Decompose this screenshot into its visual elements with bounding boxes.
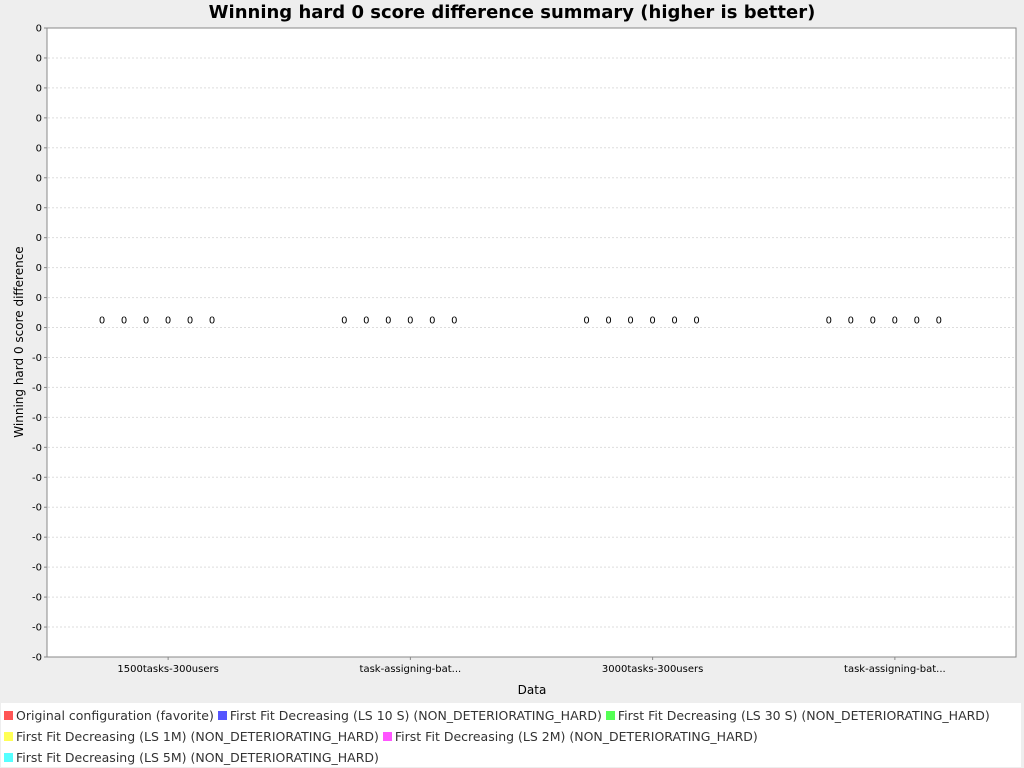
legend-item: First Fit Decreasing (LS 5M) (NON_DETERI… <box>4 747 379 768</box>
legend-item: Original configuration (favorite) <box>4 705 214 726</box>
bar-value-label: 0 <box>892 316 898 327</box>
bar-value-label: 0 <box>848 316 854 327</box>
bar-value-label: 0 <box>363 316 369 327</box>
bar-value-label: 0 <box>385 316 391 327</box>
bar-value-label: 0 <box>671 316 677 327</box>
legend-item: First Fit Decreasing (LS 30 S) (NON_DETE… <box>605 705 990 726</box>
bar-value-label: 0 <box>429 316 435 327</box>
legend-swatch <box>4 711 13 720</box>
bar-value-label: 0 <box>936 316 942 327</box>
bar-value-label: 0 <box>914 316 920 327</box>
bar-value-label: 0 <box>407 316 413 327</box>
y-tick-label: 0 <box>36 173 42 184</box>
x-tick-label: task-assigning-bat... <box>360 664 462 675</box>
plot-area <box>46 27 1017 658</box>
bar-value-label: 0 <box>341 316 347 327</box>
legend-swatch <box>382 732 392 741</box>
bar-value-label: 0 <box>605 316 611 327</box>
bar-value-label: 0 <box>870 316 876 327</box>
y-tick-label: -0 <box>32 563 42 574</box>
bar-value-label: 0 <box>583 316 589 327</box>
y-axis-ticks: 0 0 0 0 0 0 0 0 0 0 0 -0 -0 -0 -0 -0 -0 -0 -0 -0 -0 -0 <box>32 24 47 664</box>
y-axis-label: Winning hard 0 score difference <box>12 246 26 437</box>
y-tick-label: -0 <box>32 473 42 484</box>
y-tick-label: 0 <box>36 113 42 124</box>
y-tick-label: -0 <box>32 383 42 394</box>
grid-lines <box>48 57 1015 628</box>
y-tick-label: 0 <box>36 143 42 154</box>
y-tick-label: 0 <box>36 263 42 274</box>
y-tick-label: -0 <box>32 623 42 634</box>
x-tick-label: 3000tasks-300users <box>602 664 703 675</box>
y-tick-label: -0 <box>32 653 42 664</box>
x-axis-label: Data <box>518 683 547 697</box>
legend: Original configuration (favorite) First F… <box>1 703 1021 767</box>
bar-value-label: 0 <box>209 316 215 327</box>
bar-value-label: 0 <box>649 316 655 327</box>
bar-value-label: 0 <box>165 316 171 327</box>
y-tick-label: 0 <box>36 323 42 334</box>
legend-swatch <box>4 732 13 741</box>
y-tick-label: 0 <box>36 83 42 94</box>
legend-item: First Fit Decreasing (LS 10 S) (NON_DETE… <box>217 705 602 726</box>
legend-label: First Fit Decreasing (LS 30 S) (NON_DETE… <box>617 708 990 723</box>
bar-value-label: 0 <box>187 316 193 327</box>
legend-swatch <box>605 711 615 720</box>
bar-value-label: 0 <box>451 316 457 327</box>
y-tick-label: 0 <box>36 293 42 304</box>
y-tick-label: -0 <box>32 533 42 544</box>
y-tick-label: -0 <box>32 353 42 364</box>
y-tick-label: -0 <box>32 503 42 514</box>
y-tick-label: -0 <box>32 443 42 454</box>
legend-label: Original configuration (favorite) <box>16 708 214 723</box>
bar-value-label: 0 <box>143 316 149 327</box>
legend-label: First Fit Decreasing (LS 2M) (NON_DETERI… <box>394 729 758 744</box>
y-tick-label: -0 <box>32 413 42 424</box>
bar-value-label: 0 <box>99 316 105 327</box>
bar-value-label: 0 <box>627 316 633 327</box>
bar-value-label: 0 <box>826 316 832 327</box>
legend-label: First Fit Decreasing (LS 1M) (NON_DETERI… <box>16 729 379 744</box>
x-tick-label: 1500tasks-300users <box>117 664 218 675</box>
y-tick-label: 0 <box>36 233 42 244</box>
legend-label: First Fit Decreasing (LS 10 S) (NON_DETE… <box>229 708 602 723</box>
bar-chart: Winning hard 0 score difference summary … <box>12 2 1017 697</box>
bar-value-label: 0 <box>121 316 127 327</box>
y-tick-label: -0 <box>32 593 42 604</box>
y-tick-label: 0 <box>36 203 42 214</box>
y-tick-label: 0 <box>36 24 42 35</box>
legend-label: First Fit Decreasing (LS 5M) (NON_DETERI… <box>16 750 379 765</box>
x-axis-ticks: 1500tasks-300users task-assigning-bat... 3… <box>117 657 946 675</box>
legend-item: First Fit Decreasing (LS 1M) (NON_DETERI… <box>4 726 379 747</box>
data-labels: 0 0 0 0 0 0 0 0 0 0 0 0 0 0 0 0 0 0 0 0 0 0 0 0 <box>99 316 942 327</box>
legend-swatch <box>217 711 227 720</box>
chart-title: Winning hard 0 score difference summary … <box>209 2 816 23</box>
y-tick-label: 0 <box>36 53 42 64</box>
legend-swatch <box>4 753 13 762</box>
x-tick-label: task-assigning-bat... <box>844 664 946 675</box>
legend-item: First Fit Decreasing (LS 2M) (NON_DETERI… <box>382 726 758 747</box>
bar-value-label: 0 <box>693 316 699 327</box>
